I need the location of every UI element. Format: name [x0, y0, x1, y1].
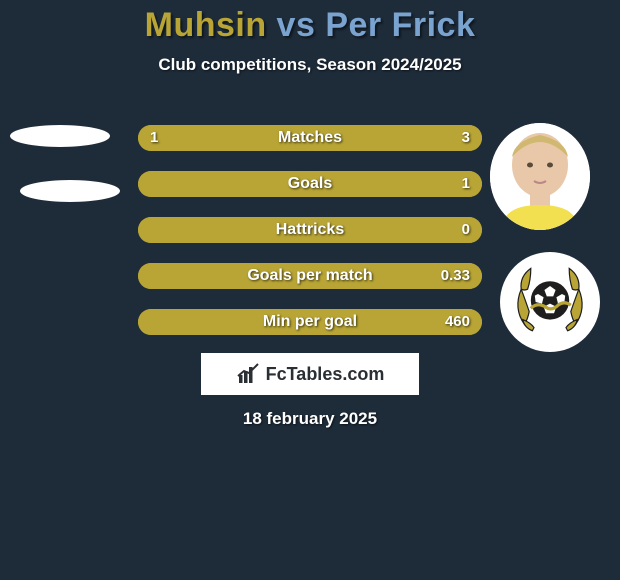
bar-mpg-label: Min per goal [138, 309, 482, 335]
stat-bars: 1 Matches 3 Goals 1 Hattricks 0 Goals pe… [138, 125, 482, 355]
bar-goals-label: Goals [138, 171, 482, 197]
bar-goals: Goals 1 [138, 171, 482, 197]
bar-matches: 1 Matches 3 [138, 125, 482, 151]
player2-avatar [490, 123, 590, 230]
bar-matches-right-value: 3 [462, 125, 470, 151]
club-crest-icon [510, 262, 590, 342]
bar-goals-per-match: Goals per match 0.33 [138, 263, 482, 289]
snapshot-date: 18 february 2025 [0, 409, 620, 429]
player1-club-placeholder [20, 180, 120, 202]
bar-mpg-right-value: 460 [445, 309, 470, 335]
bar-hattricks-label: Hattricks [138, 217, 482, 243]
bar-hattricks: Hattricks 0 [138, 217, 482, 243]
player1-name: Muhsin [145, 6, 267, 44]
vs-text: vs [267, 6, 326, 44]
bar-goals-right-value: 1 [462, 171, 470, 197]
fctables-logo[interactable]: FcTables.com [201, 353, 419, 395]
bar-matches-label: Matches [138, 125, 482, 151]
bar-hattricks-right-value: 0 [462, 217, 470, 243]
page-title: Muhsin vs Per Frick [0, 0, 620, 45]
bar-gpm-label: Goals per match [138, 263, 482, 289]
player-face-icon [490, 123, 590, 230]
comparison-infographic: Muhsin vs Per Frick Club competitions, S… [0, 0, 620, 580]
subtitle: Club competitions, Season 2024/2025 [0, 55, 620, 75]
chart-bars-icon [236, 362, 260, 386]
player2-club-badge [500, 252, 600, 352]
player2-name: Per Frick [325, 6, 475, 44]
fctables-logo-text: FcTables.com [266, 364, 385, 385]
bar-gpm-right-value: 0.33 [441, 263, 470, 289]
bar-min-per-goal: Min per goal 460 [138, 309, 482, 335]
player1-avatar-placeholder [10, 125, 110, 147]
